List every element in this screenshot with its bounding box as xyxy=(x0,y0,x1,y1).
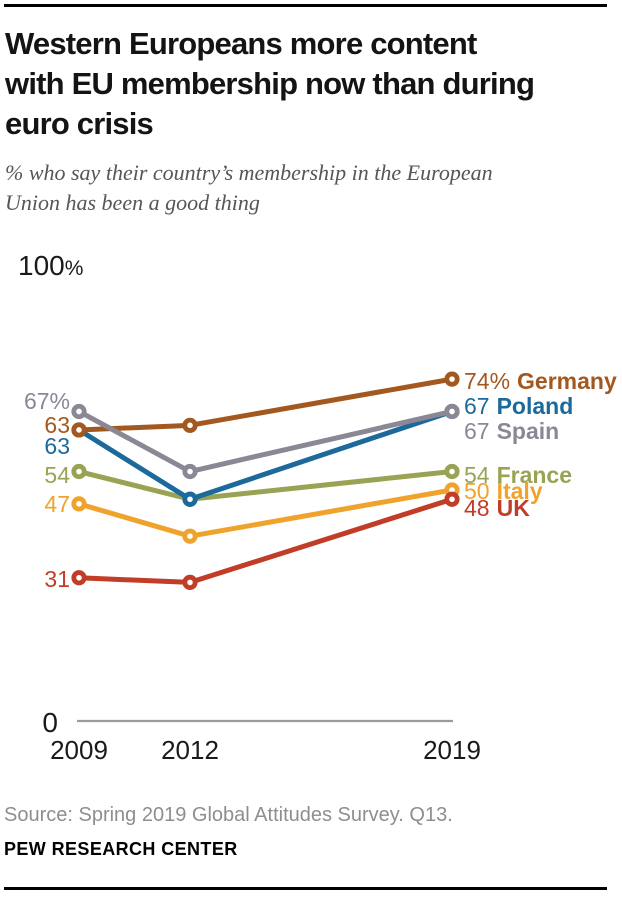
chart-title: Western Europeans more content with EU m… xyxy=(5,24,615,144)
chart-subtitle: % who say their country’s membership in … xyxy=(5,158,605,218)
subtitle-line-1: % who say their country’s membership in … xyxy=(5,160,493,185)
bottom-rule xyxy=(4,887,607,890)
x-tick-label-2019: 2019 xyxy=(423,735,481,765)
x-tick-label-2012: 2012 xyxy=(161,735,219,765)
left-value-label-germany: 63 xyxy=(44,412,70,438)
right-series-label-italy: 50 Italy xyxy=(464,478,543,504)
marker-poland-2012 xyxy=(182,491,198,507)
left-value-label-spain: 67% xyxy=(24,388,70,414)
marker-germany-2012 xyxy=(182,417,198,433)
marker-uk-2009 xyxy=(71,570,87,586)
title-line-2: with EU membership now than during xyxy=(5,66,535,101)
left-value-label-poland: 63 xyxy=(44,433,70,459)
title-line-1: Western Europeans more content xyxy=(5,26,477,61)
right-series-label-spain: 67 Spain xyxy=(464,418,559,444)
marker-germany-2019 xyxy=(444,371,460,387)
right-series-label-germany: 74% Germany xyxy=(464,368,617,394)
marker-italy-2012 xyxy=(182,528,198,544)
brand-label: PEW RESEARCH CENTER xyxy=(4,839,238,859)
left-value-label-uk: 31 xyxy=(44,566,70,592)
marker-germany-2009 xyxy=(71,422,87,438)
marker-uk-2012 xyxy=(182,574,198,591)
line-uk xyxy=(76,496,455,585)
marker-france-2009 xyxy=(71,463,87,480)
marker-italy-2009 xyxy=(71,496,87,512)
left-value-label-france: 54 xyxy=(44,462,70,488)
marker-uk-2019 xyxy=(444,491,460,507)
right-series-label-france: 54 France xyxy=(464,462,572,488)
marker-spain-2012 xyxy=(182,463,198,480)
left-value-label-italy: 47 xyxy=(44,491,70,517)
right-series-label-uk: 48 UK xyxy=(464,495,530,521)
y-axis-zero-label: 0 xyxy=(42,707,58,738)
marker-france-2019 xyxy=(444,463,460,480)
marker-spain-2019 xyxy=(444,403,460,420)
top-rule xyxy=(4,4,607,7)
subtitle-line-2: Union has been a good thing xyxy=(5,190,260,215)
x-tick-label-2009: 2009 xyxy=(50,735,108,765)
source-note: Source: Spring 2019 Global Attitudes Sur… xyxy=(4,804,453,826)
title-line-3: euro crisis xyxy=(5,106,154,141)
marker-spain-2009 xyxy=(71,403,87,420)
right-series-label-poland: 67 Poland xyxy=(464,393,573,419)
y-axis-top-label: 100% xyxy=(18,250,83,281)
line-italy xyxy=(76,487,455,539)
